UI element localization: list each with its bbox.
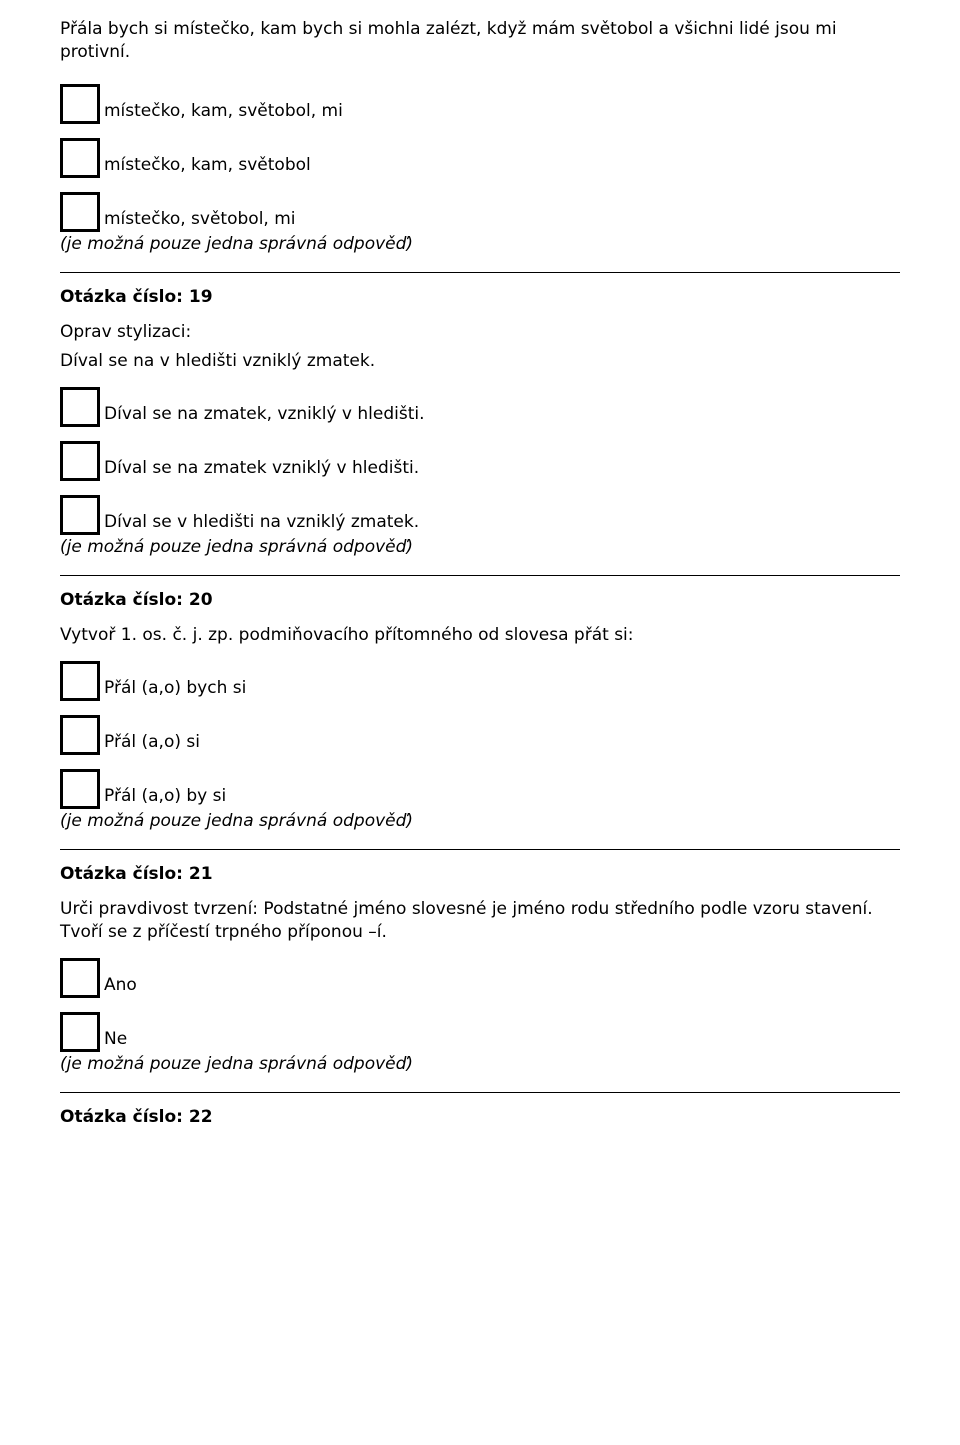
checkbox[interactable]: [60, 441, 100, 481]
checkbox[interactable]: [60, 715, 100, 755]
hint-text: (je možná pouze jedna správná odpověď): [60, 1054, 900, 1074]
checkbox[interactable]: [60, 84, 100, 124]
q18-option-row: místečko, kam, světobol, mi: [60, 84, 900, 124]
q20-option-row: Přál (a,o) bych si: [60, 661, 900, 701]
q19-option-row: Díval se v hledišti na vzniklý zmatek.: [60, 495, 900, 535]
option-label: Přál (a,o) by si: [104, 786, 226, 808]
option-label: Ano: [104, 975, 137, 997]
q18-option-row: místečko, světobol, mi: [60, 192, 900, 232]
q18-option-row: místečko, kam, světobol: [60, 138, 900, 178]
q20-option-row: Přál (a,o) si: [60, 715, 900, 755]
option-label: místečko, kam, světobol, mi: [104, 101, 343, 123]
option-label: místečko, kam, světobol: [104, 155, 311, 177]
checkbox[interactable]: [60, 192, 100, 232]
option-label: Přál (a,o) bych si: [104, 678, 246, 700]
question-header-21: Otázka číslo: 21: [60, 864, 900, 884]
option-label: místečko, světobol, mi: [104, 209, 296, 231]
checkbox[interactable]: [60, 387, 100, 427]
question-prompt-21: Urči pravdivost tvrzení: Podstatné jméno…: [60, 898, 900, 944]
separator: [60, 1092, 900, 1093]
option-label: Díval se v hledišti na vzniklý zmatek.: [104, 512, 419, 534]
checkbox[interactable]: [60, 495, 100, 535]
q19-option-row: Díval se na zmatek vzniklý v hledišti.: [60, 441, 900, 481]
separator: [60, 575, 900, 576]
hint-text: (je možná pouze jedna správná odpověď): [60, 537, 900, 557]
checkbox[interactable]: [60, 958, 100, 998]
separator: [60, 849, 900, 850]
q21-option-row: Ano: [60, 958, 900, 998]
page-container: Přála bych si místečko, kam bych si mohl…: [0, 0, 960, 1181]
checkbox[interactable]: [60, 138, 100, 178]
separator: [60, 272, 900, 273]
hint-text: (je možná pouze jedna správná odpověď): [60, 234, 900, 254]
q21-option-row: Ne: [60, 1012, 900, 1052]
option-label: Ne: [104, 1029, 127, 1051]
option-label: Přál (a,o) si: [104, 732, 200, 754]
question-header-20: Otázka číslo: 20: [60, 590, 900, 610]
question-header-22: Otázka číslo: 22: [60, 1107, 900, 1127]
option-label: Díval se na zmatek, vzniklý v hledišti.: [104, 404, 425, 426]
question-prompt-19a: Oprav stylizaci:: [60, 321, 900, 344]
q19-option-row: Díval se na zmatek, vzniklý v hledišti.: [60, 387, 900, 427]
q20-option-row: Přál (a,o) by si: [60, 769, 900, 809]
checkbox[interactable]: [60, 661, 100, 701]
question-prompt-20: Vytvoř 1. os. č. j. zp. podmiňovacího př…: [60, 624, 900, 647]
intro-sentence: Přála bych si místečko, kam bych si mohl…: [60, 18, 900, 64]
checkbox[interactable]: [60, 1012, 100, 1052]
option-label: Díval se na zmatek vzniklý v hledišti.: [104, 458, 419, 480]
hint-text: (je možná pouze jedna správná odpověď): [60, 811, 900, 831]
question-prompt-19b: Díval se na v hledišti vzniklý zmatek.: [60, 350, 900, 373]
checkbox[interactable]: [60, 769, 100, 809]
question-header-19: Otázka číslo: 19: [60, 287, 900, 307]
